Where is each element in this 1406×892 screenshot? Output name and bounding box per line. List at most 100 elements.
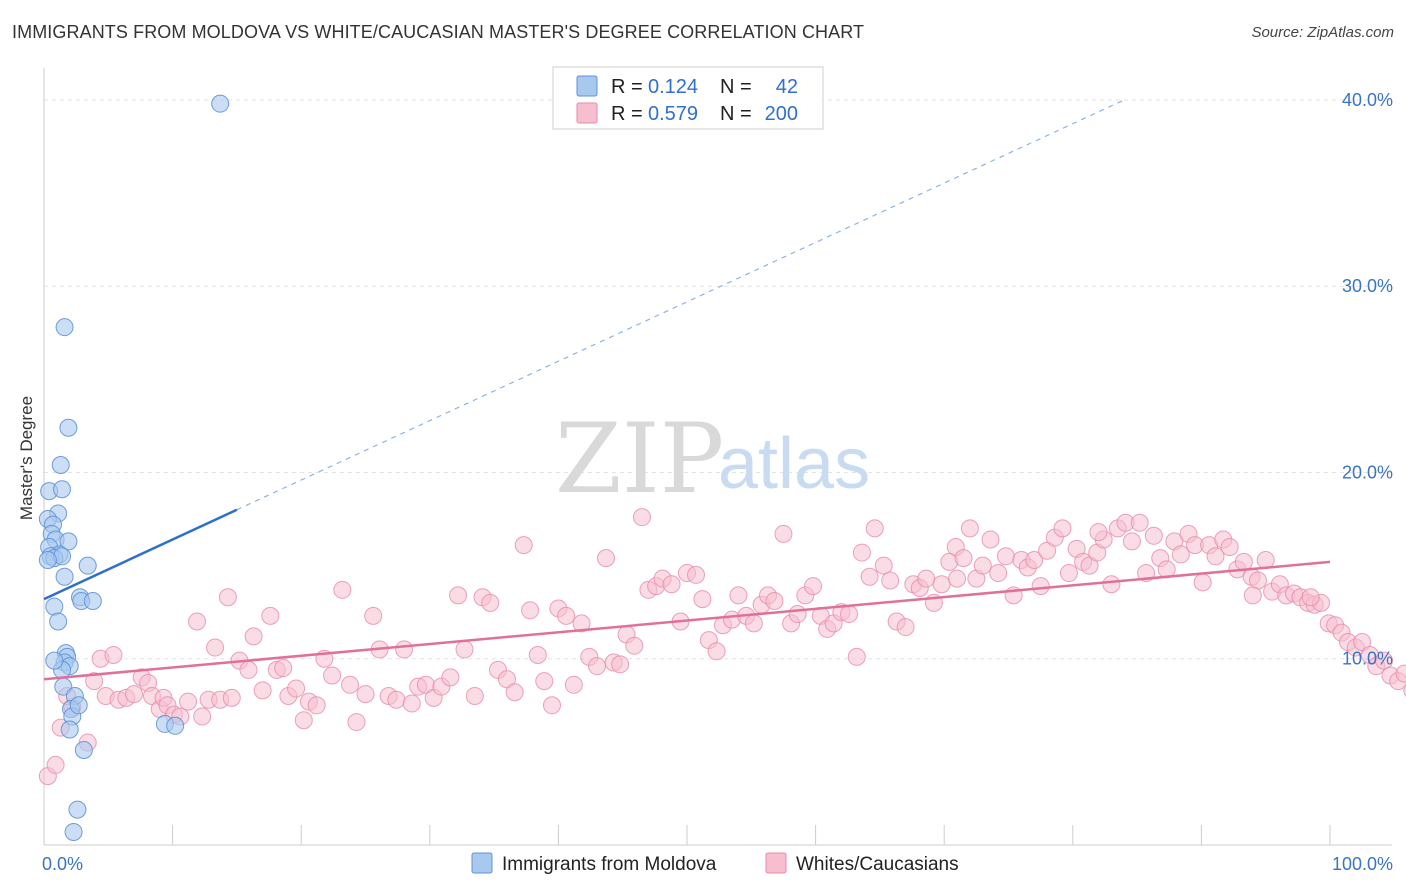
moldova-point-36	[60, 720, 79, 739]
whites-point-115	[874, 556, 893, 575]
whites-point-79	[611, 655, 630, 674]
whites-point-166	[1234, 552, 1253, 571]
whites-point-199	[1089, 523, 1108, 542]
whites-point-196	[1243, 586, 1262, 605]
whites-point-90	[693, 590, 712, 609]
whites-point-59	[455, 640, 474, 659]
whites-point-47	[364, 606, 383, 625]
whites-point-164	[1220, 537, 1239, 556]
moldova-points	[38, 94, 230, 841]
moldova-point-40	[45, 651, 64, 670]
moldova-point-1	[55, 318, 74, 337]
whites-point-127	[960, 519, 979, 538]
series-legend-label-whites: Whites/Caucasians	[796, 854, 959, 875]
y-tick-label-3: 40.0%	[1342, 90, 1393, 110]
whites-point-114	[865, 519, 884, 538]
whites-point-157	[1171, 545, 1190, 564]
moldova-trend-dashed	[236, 99, 1125, 511]
moldova-point-37	[74, 741, 93, 760]
whites-point-123	[932, 575, 951, 594]
whites-point-89	[687, 565, 706, 584]
legend-swatch-whites	[576, 102, 598, 124]
legend-r-value-2: 0.579	[648, 103, 698, 125]
whites-point-113	[860, 567, 879, 586]
whites-point-103	[788, 605, 807, 624]
y-axis-label: Master's Degree	[17, 396, 36, 520]
whites-point-45	[347, 713, 366, 732]
moldova-point-38	[68, 800, 87, 819]
moldova-point-3	[51, 456, 70, 475]
whites-point-73	[564, 675, 583, 694]
whites-point-21	[179, 692, 198, 711]
whites-point-66	[514, 536, 533, 555]
series-legend-label-moldova: Immigrants from Moldova	[502, 854, 717, 875]
whites-point-37	[287, 679, 306, 698]
whites-point-160	[1193, 573, 1212, 592]
whites-point-162	[1206, 547, 1225, 566]
whites-point-12	[125, 685, 144, 704]
moldova-point-18	[78, 556, 97, 575]
legend-r-value-1: 0.124	[648, 76, 698, 98]
y-tick-label-0: 10.0%	[1342, 649, 1393, 669]
whites-point-97	[744, 614, 763, 633]
whites-point-1	[46, 755, 65, 774]
whites-point-27	[218, 588, 237, 607]
watermark-atlas-text: atlas	[718, 424, 870, 504]
whites-point-70	[542, 696, 561, 715]
legend-r-label-2: R =	[611, 103, 643, 125]
moldova-point-23	[45, 597, 64, 616]
x-tick-label-1: 100.0%	[1332, 854, 1393, 874]
whites-point-141	[1059, 564, 1078, 583]
whites-point-86	[662, 575, 681, 594]
whites-point-35	[274, 659, 293, 678]
moldova-trend-line	[43, 508, 238, 601]
whites-point-110	[840, 605, 859, 624]
whites-point-6	[85, 672, 104, 691]
whites-point-33	[261, 606, 280, 625]
moldova-point-24	[49, 612, 68, 631]
whites-point-198	[948, 569, 967, 588]
whites-point-51	[395, 640, 414, 659]
whites-point-31	[244, 627, 263, 646]
moldova-point-11	[59, 532, 78, 551]
whites-point-44	[341, 675, 360, 694]
moldova-point-0	[211, 94, 230, 113]
x-tick-label-0: 0.0%	[42, 854, 83, 874]
whites-point-58	[449, 586, 468, 605]
whites-point-151	[1130, 513, 1149, 532]
whites-point-140	[1053, 519, 1072, 538]
whites-point-62	[481, 593, 500, 612]
whites-point-77	[596, 549, 615, 568]
watermark: ZIP atlas	[555, 403, 870, 515]
trend-lines	[43, 99, 1331, 681]
watermark-zip-text: ZIP	[555, 403, 724, 515]
whites-point-65	[505, 683, 524, 702]
whites-point-100	[765, 591, 784, 610]
whites-point-46	[356, 685, 375, 704]
legend-n-label-1: N =	[720, 76, 752, 98]
series-legend-swatch-moldova	[471, 852, 493, 874]
legend-n-label-2: N =	[720, 103, 752, 125]
moldova-point-41	[69, 696, 88, 715]
whites-point-52	[402, 694, 421, 713]
whites-point-101	[774, 524, 793, 543]
whites-point-130	[981, 530, 1000, 549]
whites-point-25	[206, 638, 225, 657]
whites-point-105	[804, 577, 823, 596]
x-tick-labels: 0.0% 100.0%	[42, 854, 1393, 874]
whites-point-121	[917, 569, 936, 588]
moldova-point-17	[38, 551, 57, 570]
whites-point-126	[954, 549, 973, 568]
whites-point-137	[1031, 577, 1050, 596]
legend-n-value-1: 42	[776, 76, 798, 98]
whites-point-81	[625, 636, 644, 655]
legend-swatch-moldova	[576, 75, 598, 97]
moldova-point-19	[55, 567, 74, 586]
whites-point-40	[307, 696, 326, 715]
series-legend-swatch-whites	[765, 852, 787, 874]
whites-point-42	[323, 666, 342, 685]
whites-point-186	[1375, 651, 1394, 670]
whites-point-67	[521, 601, 540, 620]
whites-point-68	[528, 646, 547, 665]
axes	[43, 68, 1392, 846]
